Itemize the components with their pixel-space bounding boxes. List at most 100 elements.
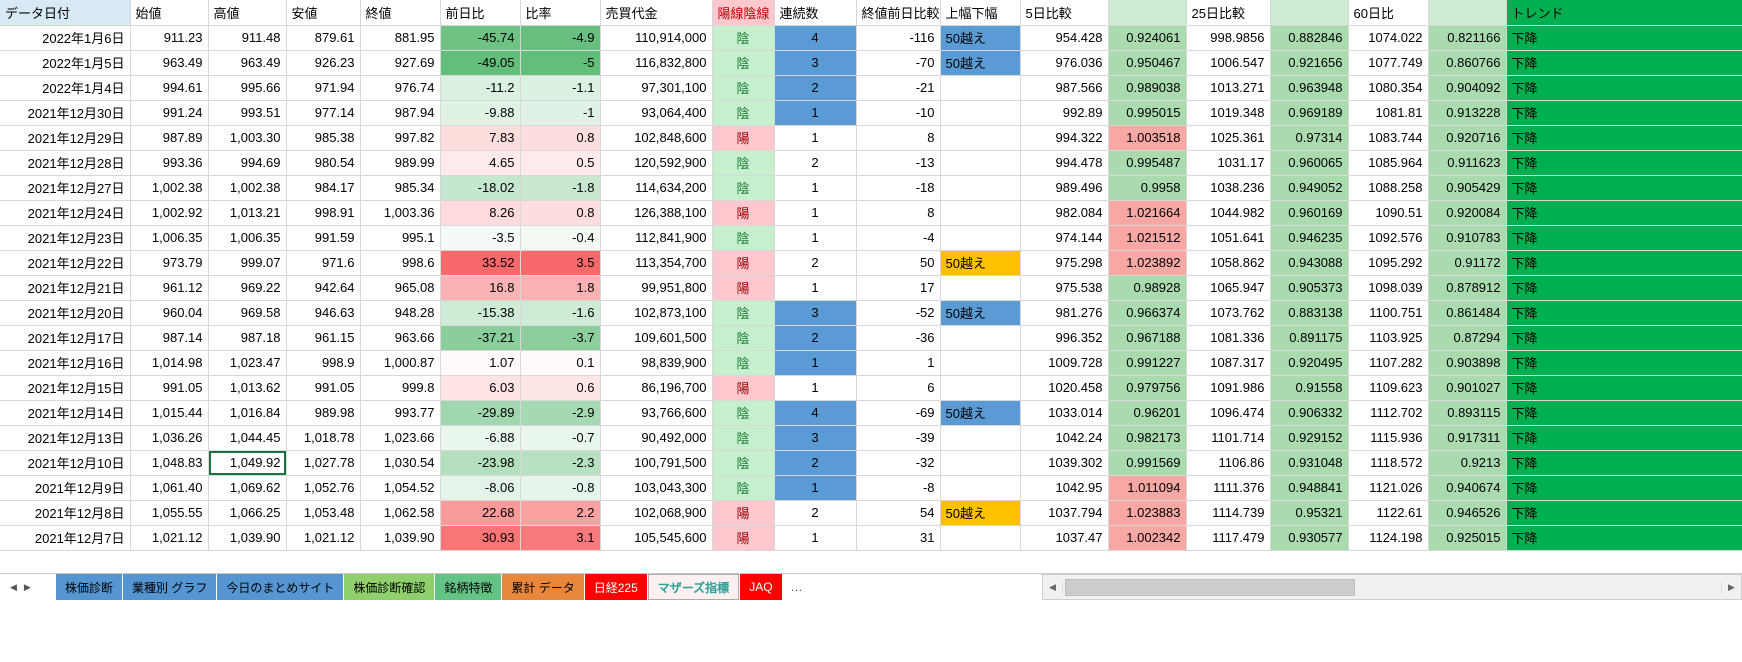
cell-cmp25_ratio[interactable]: 0.929152 [1270, 425, 1349, 451]
cell-change[interactable]: 30.93 [440, 525, 521, 551]
cell-trend[interactable]: 下降 [1506, 225, 1742, 251]
cell-change_pct[interactable]: -1.8 [520, 175, 601, 201]
cell-cmp60_ratio[interactable]: 0.920716 [1428, 125, 1507, 151]
cell-cmp5_ratio[interactable]: 0.991569 [1108, 450, 1187, 476]
cell-low[interactable]: 926.23 [286, 50, 361, 76]
column-header-cmp25_ratio[interactable] [1270, 0, 1349, 26]
cell-range_flag[interactable] [940, 225, 1021, 251]
column-header-range_flag[interactable]: 上幅下幅 [940, 0, 1021, 26]
cell-change_pct[interactable]: -3.7 [520, 325, 601, 351]
cell-trend[interactable]: 下降 [1506, 350, 1742, 376]
column-header-cmp5[interactable]: 5日比較 [1020, 0, 1109, 26]
cell-range_flag[interactable]: 50越え [940, 25, 1021, 51]
cell-candle[interactable]: 陽 [712, 500, 775, 526]
cell-close[interactable]: 881.95 [360, 25, 441, 51]
more-tabs-indicator[interactable]: … [790, 580, 803, 594]
cell-volume[interactable]: 93,064,400 [600, 100, 713, 126]
sheet-tab-日経225[interactable]: 日経225 [584, 574, 647, 600]
cell-trend[interactable]: 下降 [1506, 525, 1742, 551]
sheet-tab-今日のまとめサイト[interactable]: 今日のまとめサイト [217, 574, 344, 600]
cell-close_diff[interactable]: -70 [856, 50, 941, 76]
cell-volume[interactable]: 105,545,600 [600, 525, 713, 551]
cell-open[interactable]: 1,061.40 [130, 475, 209, 501]
cell-cmp5_ratio[interactable]: 0.967188 [1108, 325, 1187, 351]
cell-date[interactable]: 2021年12月29日 [0, 125, 131, 151]
cell-trend[interactable]: 下降 [1506, 475, 1742, 501]
cell-cmp60[interactable]: 1088.258 [1348, 175, 1429, 201]
cell-change_pct[interactable]: 3.1 [520, 525, 601, 551]
cell-close_diff[interactable]: -4 [856, 225, 941, 251]
cell-close[interactable]: 1,030.54 [360, 450, 441, 476]
cell-close_diff[interactable]: 8 [856, 125, 941, 151]
cell-close[interactable]: 999.8 [360, 375, 441, 401]
cell-volume[interactable]: 102,068,900 [600, 500, 713, 526]
cell-trend[interactable]: 下降 [1506, 100, 1742, 126]
cell-streak[interactable]: 3 [774, 50, 857, 76]
sheet-tab-株価診断確認[interactable]: 株価診断確認 [344, 574, 435, 600]
cell-low[interactable]: 977.14 [286, 100, 361, 126]
cell-cmp25[interactable]: 1019.348 [1186, 100, 1271, 126]
cell-volume[interactable]: 114,634,200 [600, 175, 713, 201]
cell-trend[interactable]: 下降 [1506, 250, 1742, 276]
cell-date[interactable]: 2021年12月30日 [0, 100, 131, 126]
cell-cmp25_ratio[interactable]: 0.95321 [1270, 500, 1349, 526]
cell-change_pct[interactable]: -4.9 [520, 25, 601, 51]
cell-change_pct[interactable]: -1 [520, 100, 601, 126]
cell-streak[interactable]: 1 [774, 200, 857, 226]
cell-cmp5[interactable]: 1009.728 [1020, 350, 1109, 376]
column-header-cmp60_ratio[interactable] [1428, 0, 1507, 26]
cell-change[interactable]: -45.74 [440, 25, 521, 51]
cell-cmp25_ratio[interactable]: 0.97314 [1270, 125, 1349, 151]
cell-streak[interactable]: 1 [774, 475, 857, 501]
cell-range_flag[interactable] [940, 275, 1021, 301]
cell-trend[interactable]: 下降 [1506, 150, 1742, 176]
cell-change_pct[interactable]: 3.5 [520, 250, 601, 276]
cell-low[interactable]: 1,052.76 [286, 475, 361, 501]
cell-date[interactable]: 2021年12月17日 [0, 325, 131, 351]
cell-cmp25_ratio[interactable]: 0.946235 [1270, 225, 1349, 251]
cell-close[interactable]: 1,039.90 [360, 525, 441, 551]
cell-cmp25[interactable]: 1058.862 [1186, 250, 1271, 276]
cell-candle[interactable]: 陰 [712, 475, 775, 501]
cell-low[interactable]: 998.91 [286, 200, 361, 226]
cell-cmp60_ratio[interactable]: 0.910783 [1428, 225, 1507, 251]
column-header-candle[interactable]: 陽線陰線 [712, 0, 775, 26]
cell-volume[interactable]: 90,492,000 [600, 425, 713, 451]
cell-cmp60_ratio[interactable]: 0.861484 [1428, 300, 1507, 326]
cell-volume[interactable]: 98,839,900 [600, 350, 713, 376]
cell-close_diff[interactable]: 17 [856, 275, 941, 301]
cell-trend[interactable]: 下降 [1506, 25, 1742, 51]
cell-trend[interactable]: 下降 [1506, 125, 1742, 151]
cell-open[interactable]: 1,055.55 [130, 500, 209, 526]
cell-close[interactable]: 1,062.58 [360, 500, 441, 526]
cell-range_flag[interactable] [940, 450, 1021, 476]
cell-cmp60[interactable]: 1095.292 [1348, 250, 1429, 276]
sheet-tab-銘柄特徴[interactable]: 銘柄特徴 [435, 574, 502, 600]
cell-streak[interactable]: 2 [774, 150, 857, 176]
cell-low[interactable]: 989.98 [286, 400, 361, 426]
cell-date[interactable]: 2021年12月14日 [0, 400, 131, 426]
cell-cmp60_ratio[interactable]: 0.9213 [1428, 450, 1507, 476]
cell-cmp25_ratio[interactable]: 0.882846 [1270, 25, 1349, 51]
cell-cmp25_ratio[interactable]: 0.969189 [1270, 100, 1349, 126]
cell-cmp60_ratio[interactable]: 0.903898 [1428, 350, 1507, 376]
cell-candle[interactable]: 陰 [712, 400, 775, 426]
cell-cmp5[interactable]: 982.084 [1020, 200, 1109, 226]
cell-close_diff[interactable]: 1 [856, 350, 941, 376]
cell-change[interactable]: 16.8 [440, 275, 521, 301]
cell-cmp60_ratio[interactable]: 0.940674 [1428, 475, 1507, 501]
cell-cmp25[interactable]: 1013.271 [1186, 75, 1271, 101]
cell-open[interactable]: 1,002.92 [130, 200, 209, 226]
cell-cmp60[interactable]: 1107.282 [1348, 350, 1429, 376]
cell-streak[interactable]: 1 [774, 275, 857, 301]
cell-candle[interactable]: 陽 [712, 375, 775, 401]
cell-change[interactable]: -18.02 [440, 175, 521, 201]
cell-cmp25_ratio[interactable]: 0.906332 [1270, 400, 1349, 426]
cell-date[interactable]: 2021年12月9日 [0, 475, 131, 501]
cell-cmp25[interactable]: 1081.336 [1186, 325, 1271, 351]
cell-close_diff[interactable]: 54 [856, 500, 941, 526]
cell-streak[interactable]: 2 [774, 500, 857, 526]
cell-volume[interactable]: 126,388,100 [600, 200, 713, 226]
cell-high[interactable]: 911.48 [208, 25, 287, 51]
cell-trend[interactable]: 下降 [1506, 200, 1742, 226]
